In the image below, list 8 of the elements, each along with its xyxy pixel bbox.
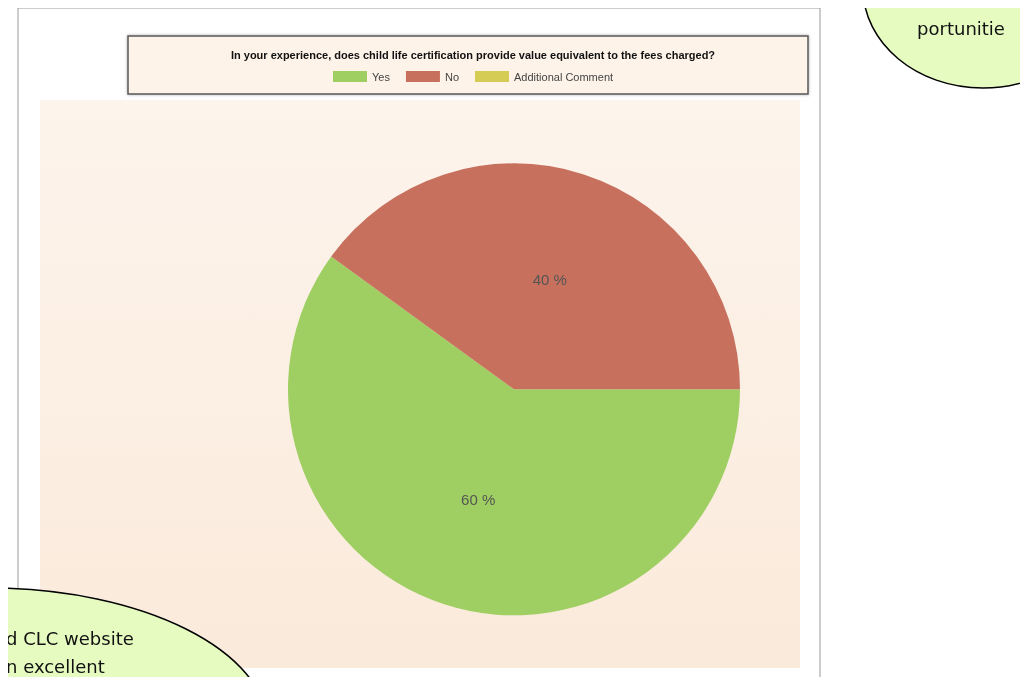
legend-label: Yes [372,70,391,83]
data-label: 60 % [461,491,496,509]
legend-label: Additional Comment [514,70,614,83]
text: n excellent [6,655,105,677]
text: portunitie [917,17,1005,39]
chart-title: In your experience, does child life certification provide value equivalent to the fees charged? [230,48,716,61]
legend-label: No [444,70,460,83]
data-label: 40 % [532,270,567,288]
